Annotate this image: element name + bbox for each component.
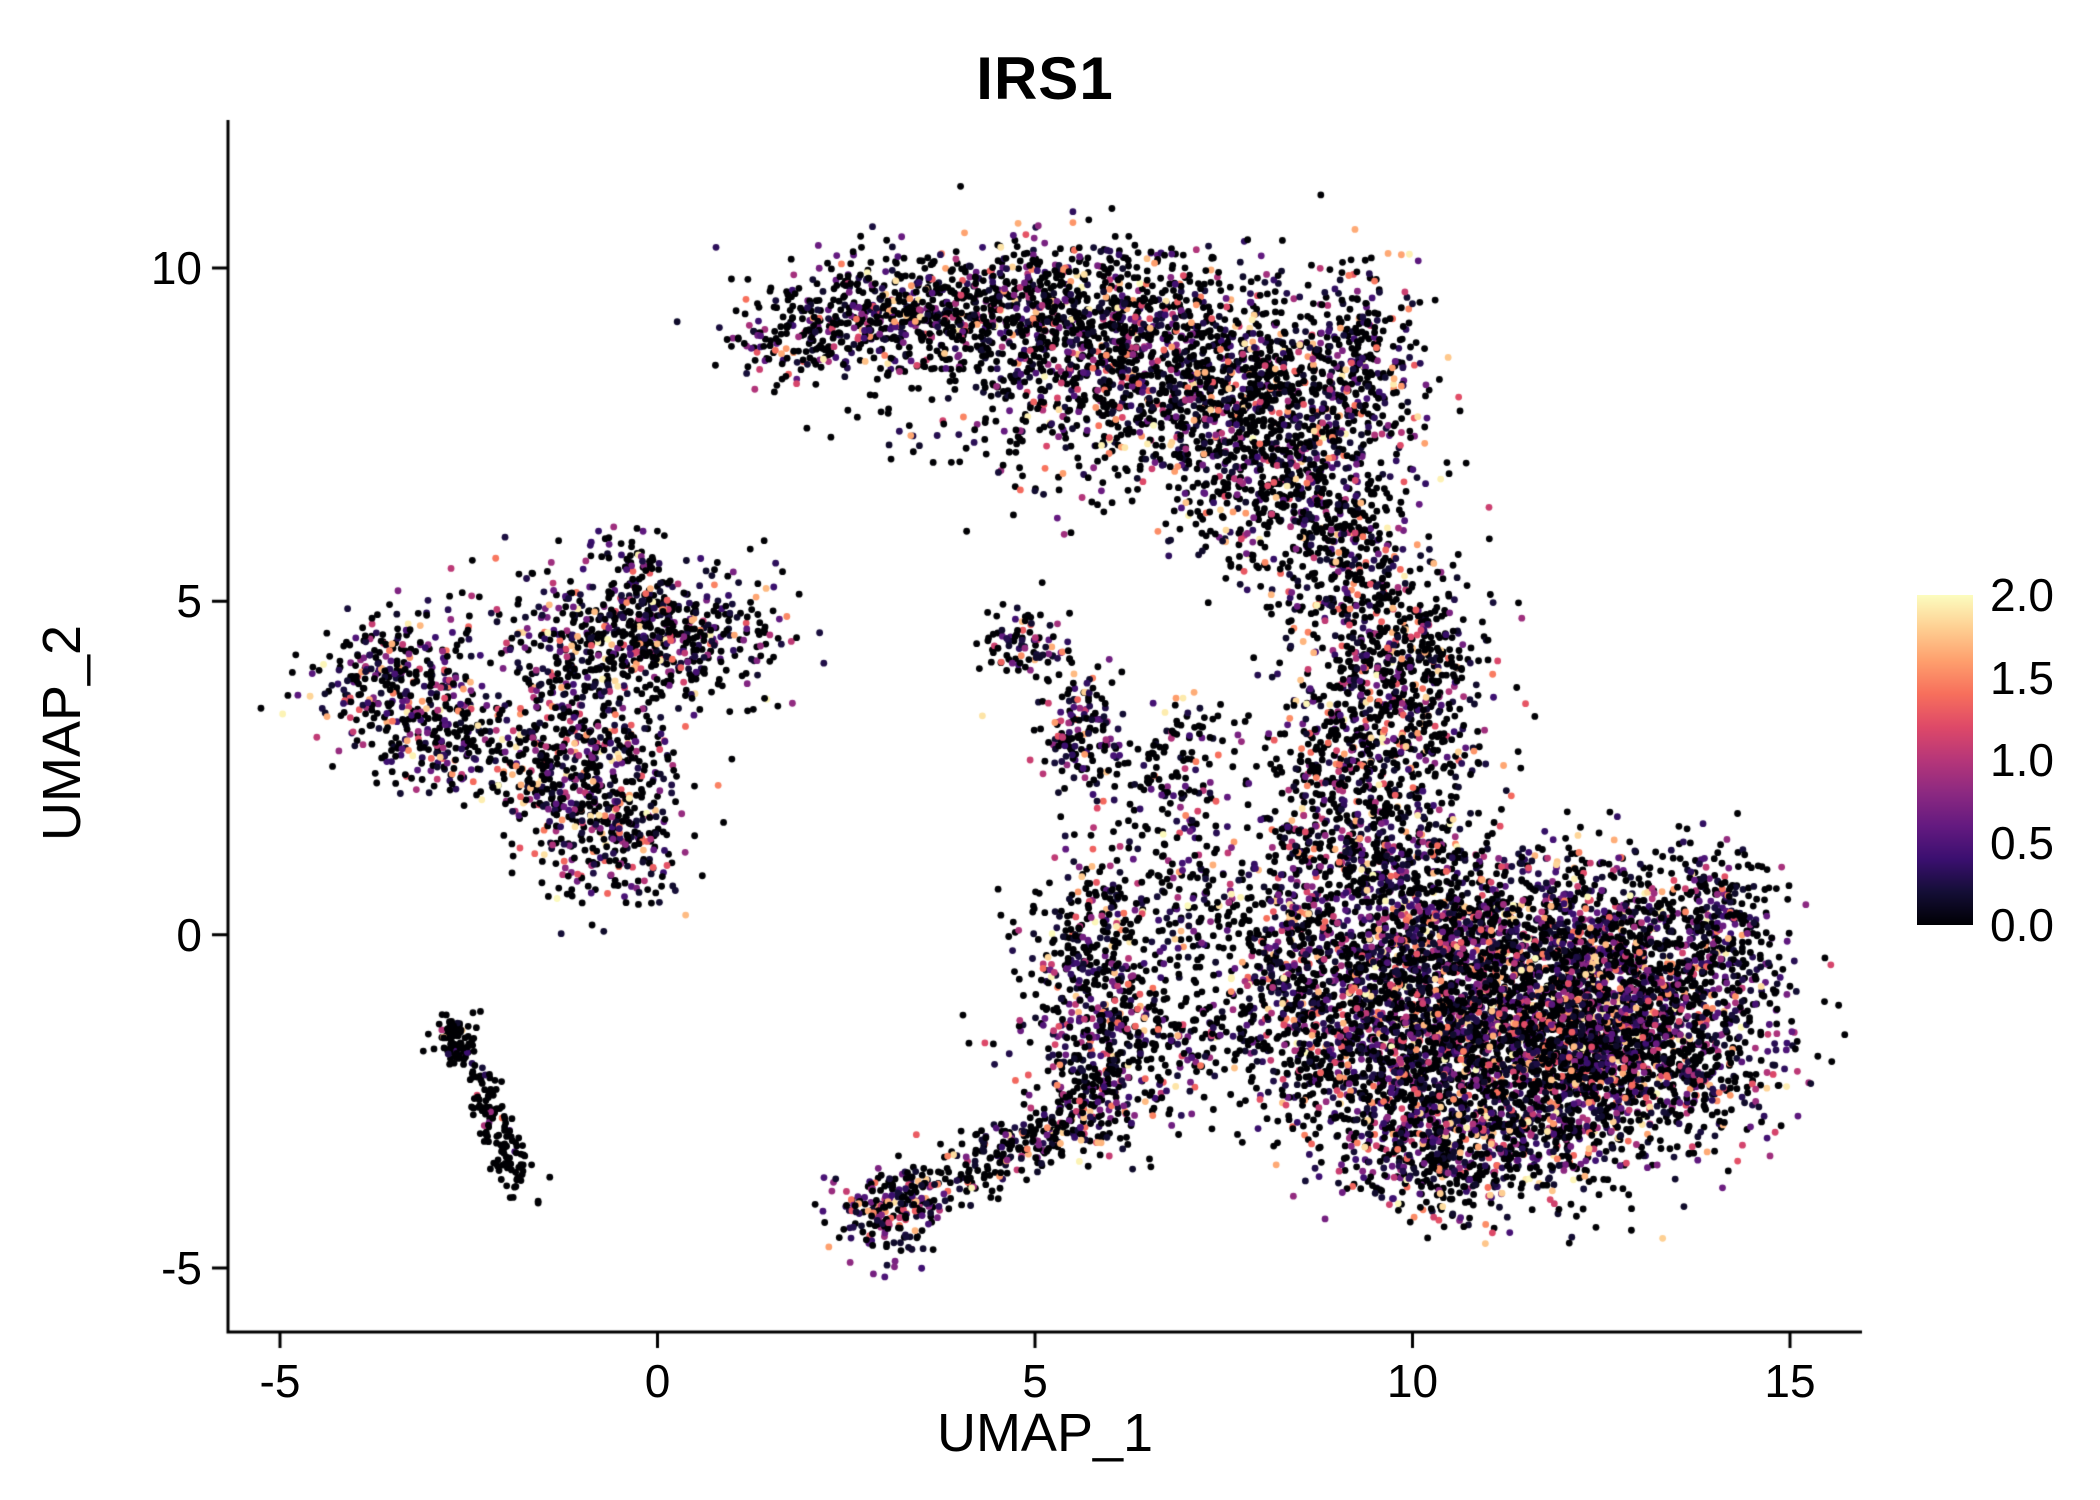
- y-axis-label: UMAP_2: [32, 624, 92, 842]
- x-axis-label: UMAP_1: [936, 1403, 1154, 1463]
- x-tick-label: 10: [1386, 1355, 1439, 1407]
- x-tick-label: -5: [259, 1355, 301, 1407]
- y-tick-label: -5: [161, 1241, 202, 1294]
- y-tick-label: 5: [176, 575, 202, 628]
- colorbar-tick-label: 2.0: [1990, 569, 2054, 621]
- x-tick-label: 5: [1022, 1355, 1048, 1407]
- colorbar-tick-label: 0.5: [1990, 816, 2054, 869]
- colorbar-tick-label: 1.5: [1990, 651, 2054, 704]
- x-tick-label: 0: [644, 1355, 671, 1407]
- y-tick-label: 10: [150, 242, 202, 294]
- x-tick-label: 15: [1764, 1355, 1816, 1407]
- chart-title: IRS1: [976, 45, 1114, 112]
- colorbar: [1917, 595, 1973, 925]
- y-tick-label: 0: [176, 908, 202, 961]
- colorbar-tick-label: 1.0: [1990, 734, 2054, 786]
- colorbar-gradient: [1917, 595, 1973, 925]
- colorbar-tick-label: 0.0: [1990, 899, 2054, 951]
